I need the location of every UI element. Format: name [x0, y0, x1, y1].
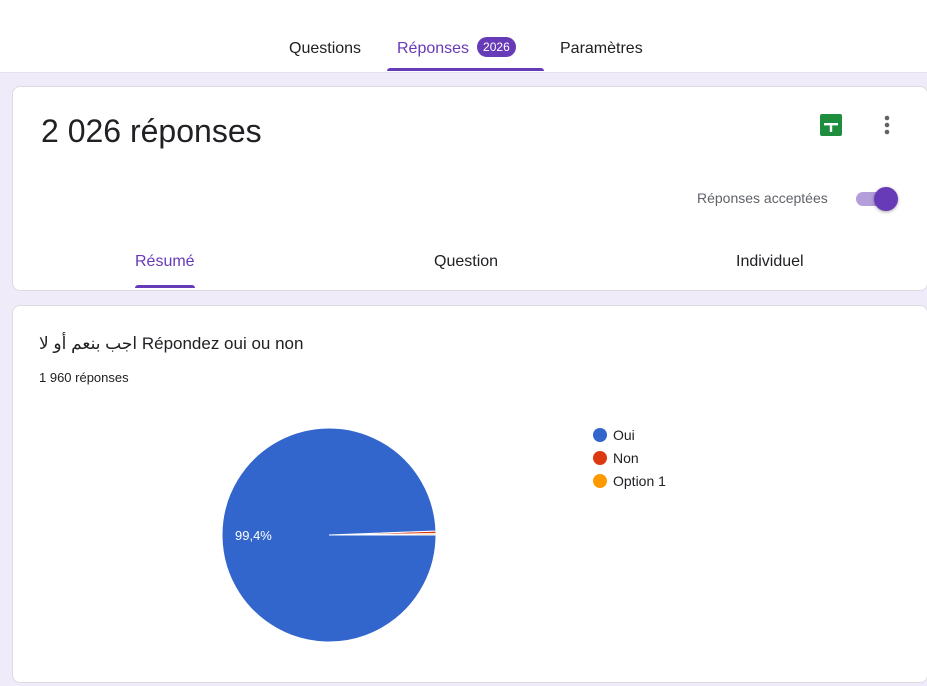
- legend-item-oui[interactable]: Oui: [593, 426, 666, 449]
- tab-parametres-label: Paramètres: [560, 40, 643, 57]
- subtab-question[interactable]: Question: [434, 253, 499, 270]
- subtab-resume[interactable]: Résumé: [135, 253, 195, 270]
- tab-reponses-label: Réponses: [397, 40, 470, 57]
- legend-label-non: Non: [613, 450, 639, 466]
- pie-chart: 99,4%: [221, 427, 437, 643]
- response-count-badge: 2026: [477, 37, 516, 57]
- more-vert-icon: [884, 115, 890, 135]
- tab-questions[interactable]: Questions: [289, 36, 361, 72]
- top-bar: Questions Réponses 2026 Paramètres: [0, 0, 927, 73]
- legend-label-option-1: Option 1: [613, 473, 666, 489]
- chart-legend: Oui Non Option 1: [593, 426, 666, 495]
- more-options-button[interactable]: [875, 111, 899, 139]
- question-response-count: 1 960 réponses: [39, 370, 129, 385]
- sheets-icon: [820, 114, 842, 136]
- legend-item-non[interactable]: Non: [593, 449, 666, 472]
- accepting-responses-toggle[interactable]: [854, 187, 900, 211]
- legend-marker-oui: [593, 428, 607, 442]
- sheets-button[interactable]: [820, 114, 842, 136]
- accepting-responses-label: Réponses acceptées: [697, 190, 828, 206]
- subtab-individuel[interactable]: Individuel: [736, 253, 804, 270]
- question-title: اجب بنعم أو لا Répondez oui ou non: [39, 334, 304, 353]
- tab-questions-label: Questions: [289, 40, 362, 57]
- active-tab-indicator: [387, 68, 544, 71]
- legend-marker-option-1: [593, 474, 607, 488]
- legend-marker-non: [593, 451, 607, 465]
- tab-parametres[interactable]: Paramètres: [560, 36, 643, 72]
- form-tabs: Questions Réponses 2026 Paramètres: [0, 36, 927, 72]
- pie-data-label-oui: 99,4%: [235, 528, 272, 543]
- legend-label-oui: Oui: [613, 427, 635, 443]
- pie-slice-oui[interactable]: [221, 427, 437, 643]
- legend-item-option-1[interactable]: Option 1: [593, 472, 666, 495]
- responses-summary-card: 2 026 réponses Réponses acceptées Résumé…: [12, 86, 927, 291]
- question-summary-card: اجب بنعم أو لا Répondez oui ou non 1 960…: [12, 305, 927, 683]
- responses-title: 2 026 réponses: [41, 113, 262, 149]
- toggle-knob: [874, 187, 898, 211]
- active-subtab-indicator: [135, 285, 195, 288]
- tab-reponses[interactable]: Réponses 2026: [397, 36, 516, 72]
